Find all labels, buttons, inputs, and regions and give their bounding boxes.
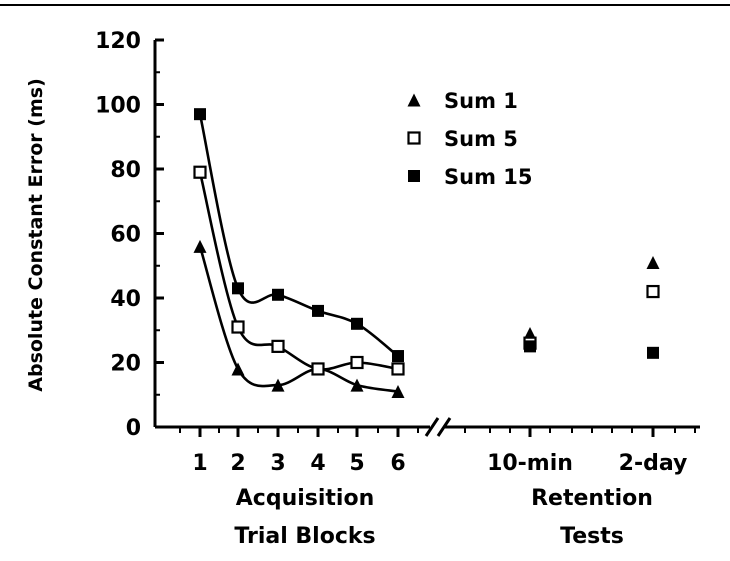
data-point-retention — [646, 256, 660, 270]
legend-label: Sum 5 — [444, 127, 518, 151]
y-ticks: 0 20 40 60 80 100 120 — [95, 29, 164, 441]
x-ticks: 1 2 3 4 5 6 10-min 2-day — [179, 427, 696, 476]
x-tick-label-acquisition: 2 — [230, 451, 245, 476]
data-point-acquisition — [271, 378, 285, 392]
data-point-acquisition — [272, 288, 284, 301]
data-point-acquisition — [231, 362, 245, 376]
data-point-acquisition — [391, 362, 405, 376]
acquisition-title-line-2: Trial Blocks — [234, 524, 375, 549]
legend-marker — [407, 93, 421, 107]
data-point-retention — [646, 284, 660, 299]
data-point-retention — [647, 346, 659, 359]
axis-break-mark — [424, 417, 440, 437]
y-tick-label: 120 — [95, 29, 141, 54]
x-tick-label-acquisition: 1 — [192, 451, 207, 476]
legend-marker — [408, 170, 420, 182]
acquisition-title-line-1: Acquisition — [236, 486, 375, 511]
data-point-acquisition — [351, 317, 363, 330]
y-tick-label: 40 — [110, 287, 141, 312]
data-point-retention — [524, 340, 536, 353]
data-point-acquisition — [271, 339, 285, 353]
axes — [153, 40, 700, 437]
data-point-acquisition — [193, 239, 207, 253]
series-marks — [193, 108, 660, 399]
y-axis-title: Absolute Constant Error (ms) — [25, 78, 47, 391]
x-tick-label-retention: 2-day — [619, 451, 688, 476]
x-tick-label-acquisition: 3 — [270, 451, 285, 476]
x-tick-label-acquisition: 5 — [349, 451, 364, 476]
legend-marker — [407, 131, 421, 145]
y-tick-label: 20 — [110, 352, 141, 377]
data-point-acquisition — [194, 108, 206, 121]
retention-title-line-1: Retention — [531, 486, 653, 511]
x-tick-label-retention: 10-min — [487, 451, 573, 476]
legend-label: Sum 15 — [444, 165, 533, 189]
series-line-2 — [198, 171, 399, 371]
data-point-acquisition — [193, 165, 207, 179]
x-tick-label-acquisition: 4 — [310, 451, 325, 476]
y-tick-label: 100 — [95, 94, 141, 119]
x-tick-label-acquisition: 6 — [390, 451, 405, 476]
y-tick-label: 0 — [126, 416, 141, 441]
retention-title-line-2: Tests — [560, 524, 624, 549]
data-point-acquisition — [350, 355, 364, 370]
data-point-acquisition — [312, 304, 324, 317]
series-line-1 — [198, 246, 399, 393]
axis-break-mark — [436, 417, 452, 437]
data-point-acquisition — [311, 362, 325, 376]
data-point-acquisition — [391, 385, 405, 399]
legend-label: Sum 1 — [444, 89, 518, 113]
legend: Sum 1 Sum 5 Sum 15 — [407, 89, 533, 189]
data-point-acquisition — [231, 320, 245, 334]
data-point-acquisition — [350, 378, 364, 392]
data-point-acquisition — [232, 282, 244, 295]
y-tick-label: 80 — [110, 158, 141, 183]
series-line-3 — [198, 113, 399, 358]
series-lines — [198, 113, 399, 393]
data-point-acquisition — [392, 350, 404, 363]
y-tick-label: 60 — [110, 223, 141, 248]
